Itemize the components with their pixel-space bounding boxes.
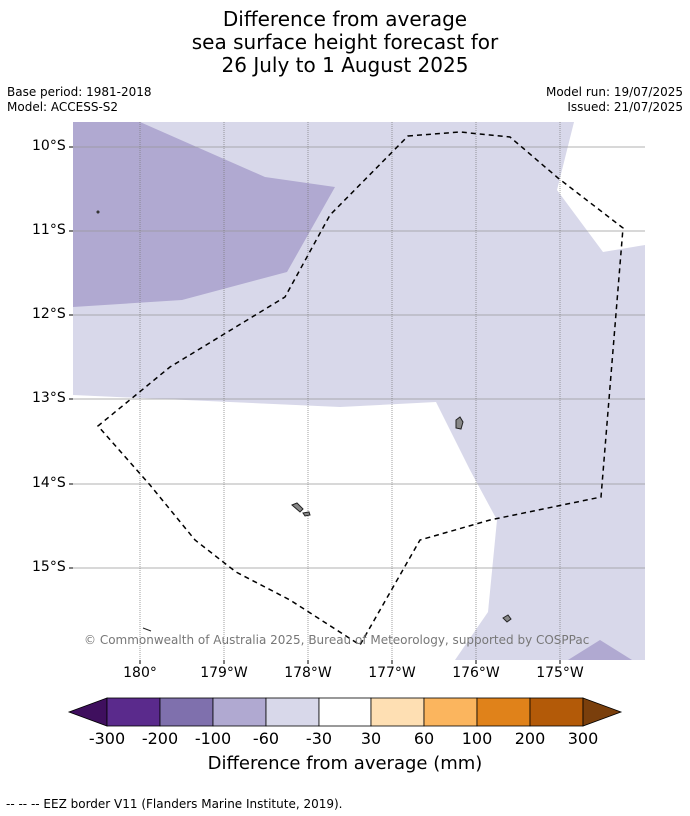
colorbar-tick: -200 [141, 729, 179, 748]
islands [96, 210, 512, 632]
lat-label: 11°S [32, 222, 66, 238]
colorbar-title: Difference from average (mm) [207, 753, 483, 774]
colorbar-bin-4 [265, 697, 320, 727]
lon-label: 175°W [536, 665, 584, 681]
colorbar-bin-7 [423, 697, 478, 727]
colorbar-max-extend [582, 697, 623, 727]
copyright-text: © Commonwealth of Australia 2025, Bureau… [84, 633, 590, 647]
island-uvea [455, 416, 464, 430]
island-alofi [302, 511, 311, 517]
colorbar-bin-3 [212, 697, 267, 727]
meta-left: Base period: 1981-2018 Model: ACCESS-S2 [7, 85, 152, 115]
colorbar-tick: -60 [252, 729, 280, 748]
colorbar-tick: -30 [305, 729, 333, 748]
colorbar-tick: 300 [567, 729, 599, 748]
lat-ticks [69, 146, 73, 569]
lon-label: 179°W [200, 665, 248, 681]
lat-label: 15°S [32, 559, 66, 575]
lat-label: 14°S [32, 475, 66, 491]
eez-footnote: -- -- -- EEZ border V11 (Flanders Marine… [6, 797, 343, 811]
title-line-3: 26 July to 1 August 2025 [221, 53, 469, 77]
colorbar-tick: -100 [194, 729, 232, 748]
eez-border [96, 131, 624, 647]
lon-label: 180° [123, 665, 157, 681]
colorbar-tick: 200 [514, 729, 546, 748]
colorbar-bin-1 [106, 697, 161, 727]
island-futuna [291, 502, 304, 513]
island-small-se [502, 614, 512, 623]
anomaly-region-medium [73, 122, 335, 307]
colorbar-tick: 100 [461, 729, 493, 748]
colorbar-bin-5 [318, 697, 372, 727]
model-run: Model run: 19/07/2025 [545, 85, 683, 99]
meta-right: Model run: 19/07/2025 Issued: 21/07/2025 [546, 85, 683, 115]
map-area [73, 122, 645, 660]
island-dot-nw [96, 210, 100, 214]
lat-label: 13°S [32, 390, 66, 406]
base-period: Base period: 1981-2018 [7, 85, 152, 99]
island-small-sw [142, 627, 152, 632]
colorbar-tick: 60 [413, 729, 435, 748]
lat-gridlines [73, 146, 645, 569]
anomaly-region-medium-2 [568, 640, 632, 660]
lon-ticks [139, 660, 561, 664]
colorbar-min-extend [67, 697, 108, 727]
colorbar-bin-2 [159, 697, 214, 727]
colorbar-tick: -300 [88, 729, 126, 748]
lon-label: 177°W [368, 665, 416, 681]
title-line-1: Difference from average [222, 7, 468, 31]
lon-label: 176°W [452, 665, 500, 681]
lat-label: 12°S [32, 306, 66, 322]
chart-title: Difference from average sea surface heig… [0, 8, 690, 77]
colorbar [67, 697, 623, 727]
lon-label: 178°W [284, 665, 332, 681]
title-line-2: sea surface height forecast for [191, 30, 499, 54]
lat-label: 10°S [32, 138, 66, 154]
colorbar-bin-9 [529, 697, 584, 727]
model-name: Model: ACCESS-S2 [7, 100, 119, 114]
colorbar-bin-8 [476, 697, 531, 727]
colorbar-bin-6 [370, 697, 425, 727]
colorbar-tick: 30 [360, 729, 382, 748]
issued-date: Issued: 21/07/2025 [567, 100, 683, 114]
